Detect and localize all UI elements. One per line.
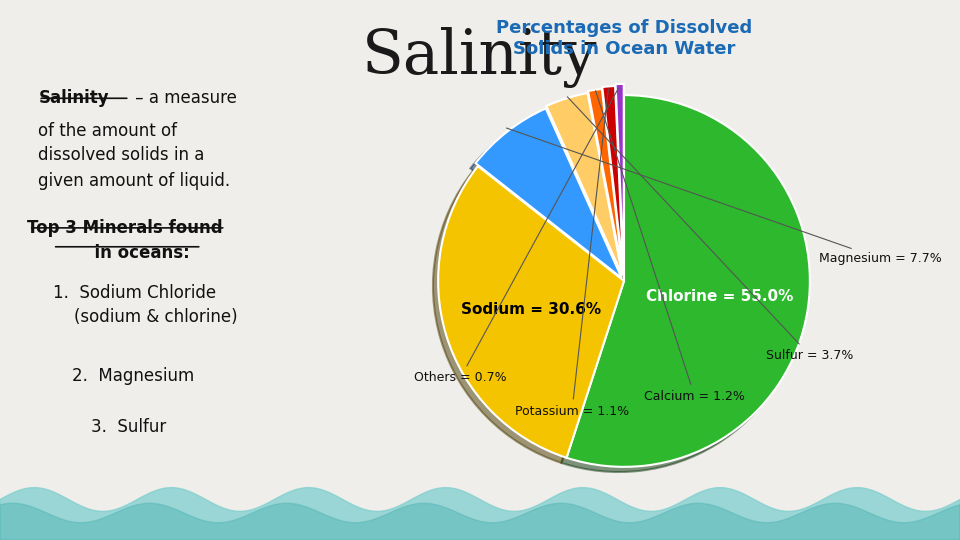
Wedge shape <box>438 166 624 458</box>
Text: Potassium = 1.1%: Potassium = 1.1% <box>515 89 629 417</box>
Text: Others = 0.7%: Others = 0.7% <box>414 88 618 384</box>
Text: Magnesium = 7.7%: Magnesium = 7.7% <box>507 128 942 265</box>
Text: Chlorine = 55.0%: Chlorine = 55.0% <box>646 288 793 303</box>
Wedge shape <box>602 86 623 272</box>
Text: of the amount of
dissolved solids in a
given amount of liquid.: of the amount of dissolved solids in a g… <box>38 122 230 190</box>
Text: 3.  Sulfur: 3. Sulfur <box>91 418 166 436</box>
Polygon shape <box>0 488 960 540</box>
Title: Percentages of Dissolved
Solids in Ocean Water: Percentages of Dissolved Solids in Ocean… <box>496 19 752 58</box>
Text: Salinity: Salinity <box>38 89 109 107</box>
Text: Calcium = 1.2%: Calcium = 1.2% <box>595 91 745 403</box>
Wedge shape <box>615 84 624 270</box>
Text: 1.  Sodium Chloride
    (sodium & chlorine): 1. Sodium Chloride (sodium & chlorine) <box>53 284 237 327</box>
Text: – a measure: – a measure <box>130 89 236 107</box>
Text: Top 3 Minerals found
      in oceans:: Top 3 Minerals found in oceans: <box>27 219 223 262</box>
Text: 2.  Magnesium: 2. Magnesium <box>72 367 194 385</box>
Wedge shape <box>566 95 810 467</box>
Polygon shape <box>0 503 960 540</box>
Text: Salinity: Salinity <box>362 27 598 88</box>
Text: Sodium = 30.6%: Sodium = 30.6% <box>462 302 602 316</box>
Text: Sulfur = 3.7%: Sulfur = 3.7% <box>567 97 853 362</box>
Wedge shape <box>546 93 622 275</box>
Wedge shape <box>475 109 622 278</box>
Wedge shape <box>588 89 623 274</box>
